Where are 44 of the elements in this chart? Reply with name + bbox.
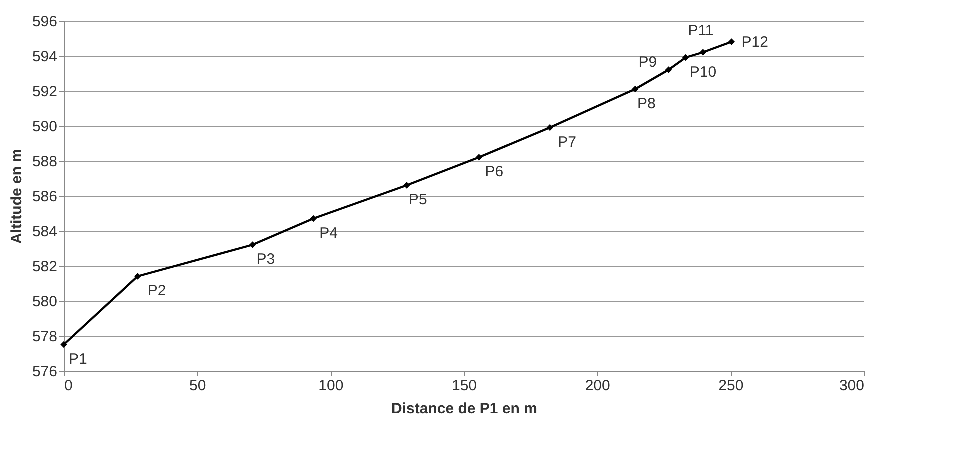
point — [404, 182, 410, 189]
point — [665, 66, 672, 74]
x-tick-label: 200 — [585, 378, 610, 394]
point — [60, 341, 68, 348]
y-tick-label: 594 — [32, 48, 58, 66]
x-axis-title: Distance de P1 en m — [392, 400, 538, 418]
point — [728, 38, 736, 46]
y-tick-label: 582 — [32, 258, 58, 276]
annotation: P8 — [637, 95, 656, 112]
annotation: P11 — [688, 22, 714, 40]
y-tick-label: 578 — [32, 328, 58, 346]
point — [476, 154, 483, 161]
y-tick-label: 596 — [32, 14, 58, 30]
point — [310, 215, 317, 222]
point — [249, 242, 256, 248]
y-tick-label: 592 — [32, 84, 58, 100]
x-tick-label: 0 — [64, 378, 73, 394]
y-tick-label: 584 — [32, 224, 58, 240]
annotation: P7 — [558, 134, 576, 151]
annotation: P4 — [320, 224, 338, 242]
x-tick-label: 100 — [318, 378, 344, 394]
annotation: P10 — [690, 64, 717, 81]
annotation: P6 — [485, 164, 504, 180]
annotation: P1 — [69, 350, 88, 368]
point — [546, 124, 554, 132]
annotation: P5 — [408, 192, 428, 208]
annotation: P3 — [256, 251, 276, 268]
annotation: P12 — [742, 34, 768, 51]
point — [134, 273, 142, 280]
x-tick-label: 250 — [718, 378, 744, 394]
point — [682, 54, 690, 62]
x-tick-label: 50 — [189, 378, 206, 394]
y-axis-title: Altitude en m — [8, 148, 26, 244]
point — [700, 49, 707, 56]
annotation: P9 — [638, 54, 658, 71]
y-tick-label: 586 — [32, 188, 58, 206]
y-tick-label: 590 — [32, 118, 58, 136]
x-tick-label: 150 — [452, 378, 478, 394]
y-tick-label: 580 — [32, 294, 58, 310]
point — [632, 86, 639, 93]
annotation: P2 — [148, 282, 166, 300]
x-tick-label: 300 — [839, 378, 864, 394]
y-tick-label: 588 — [32, 154, 58, 170]
y-tick-label: 576 — [32, 364, 58, 380]
